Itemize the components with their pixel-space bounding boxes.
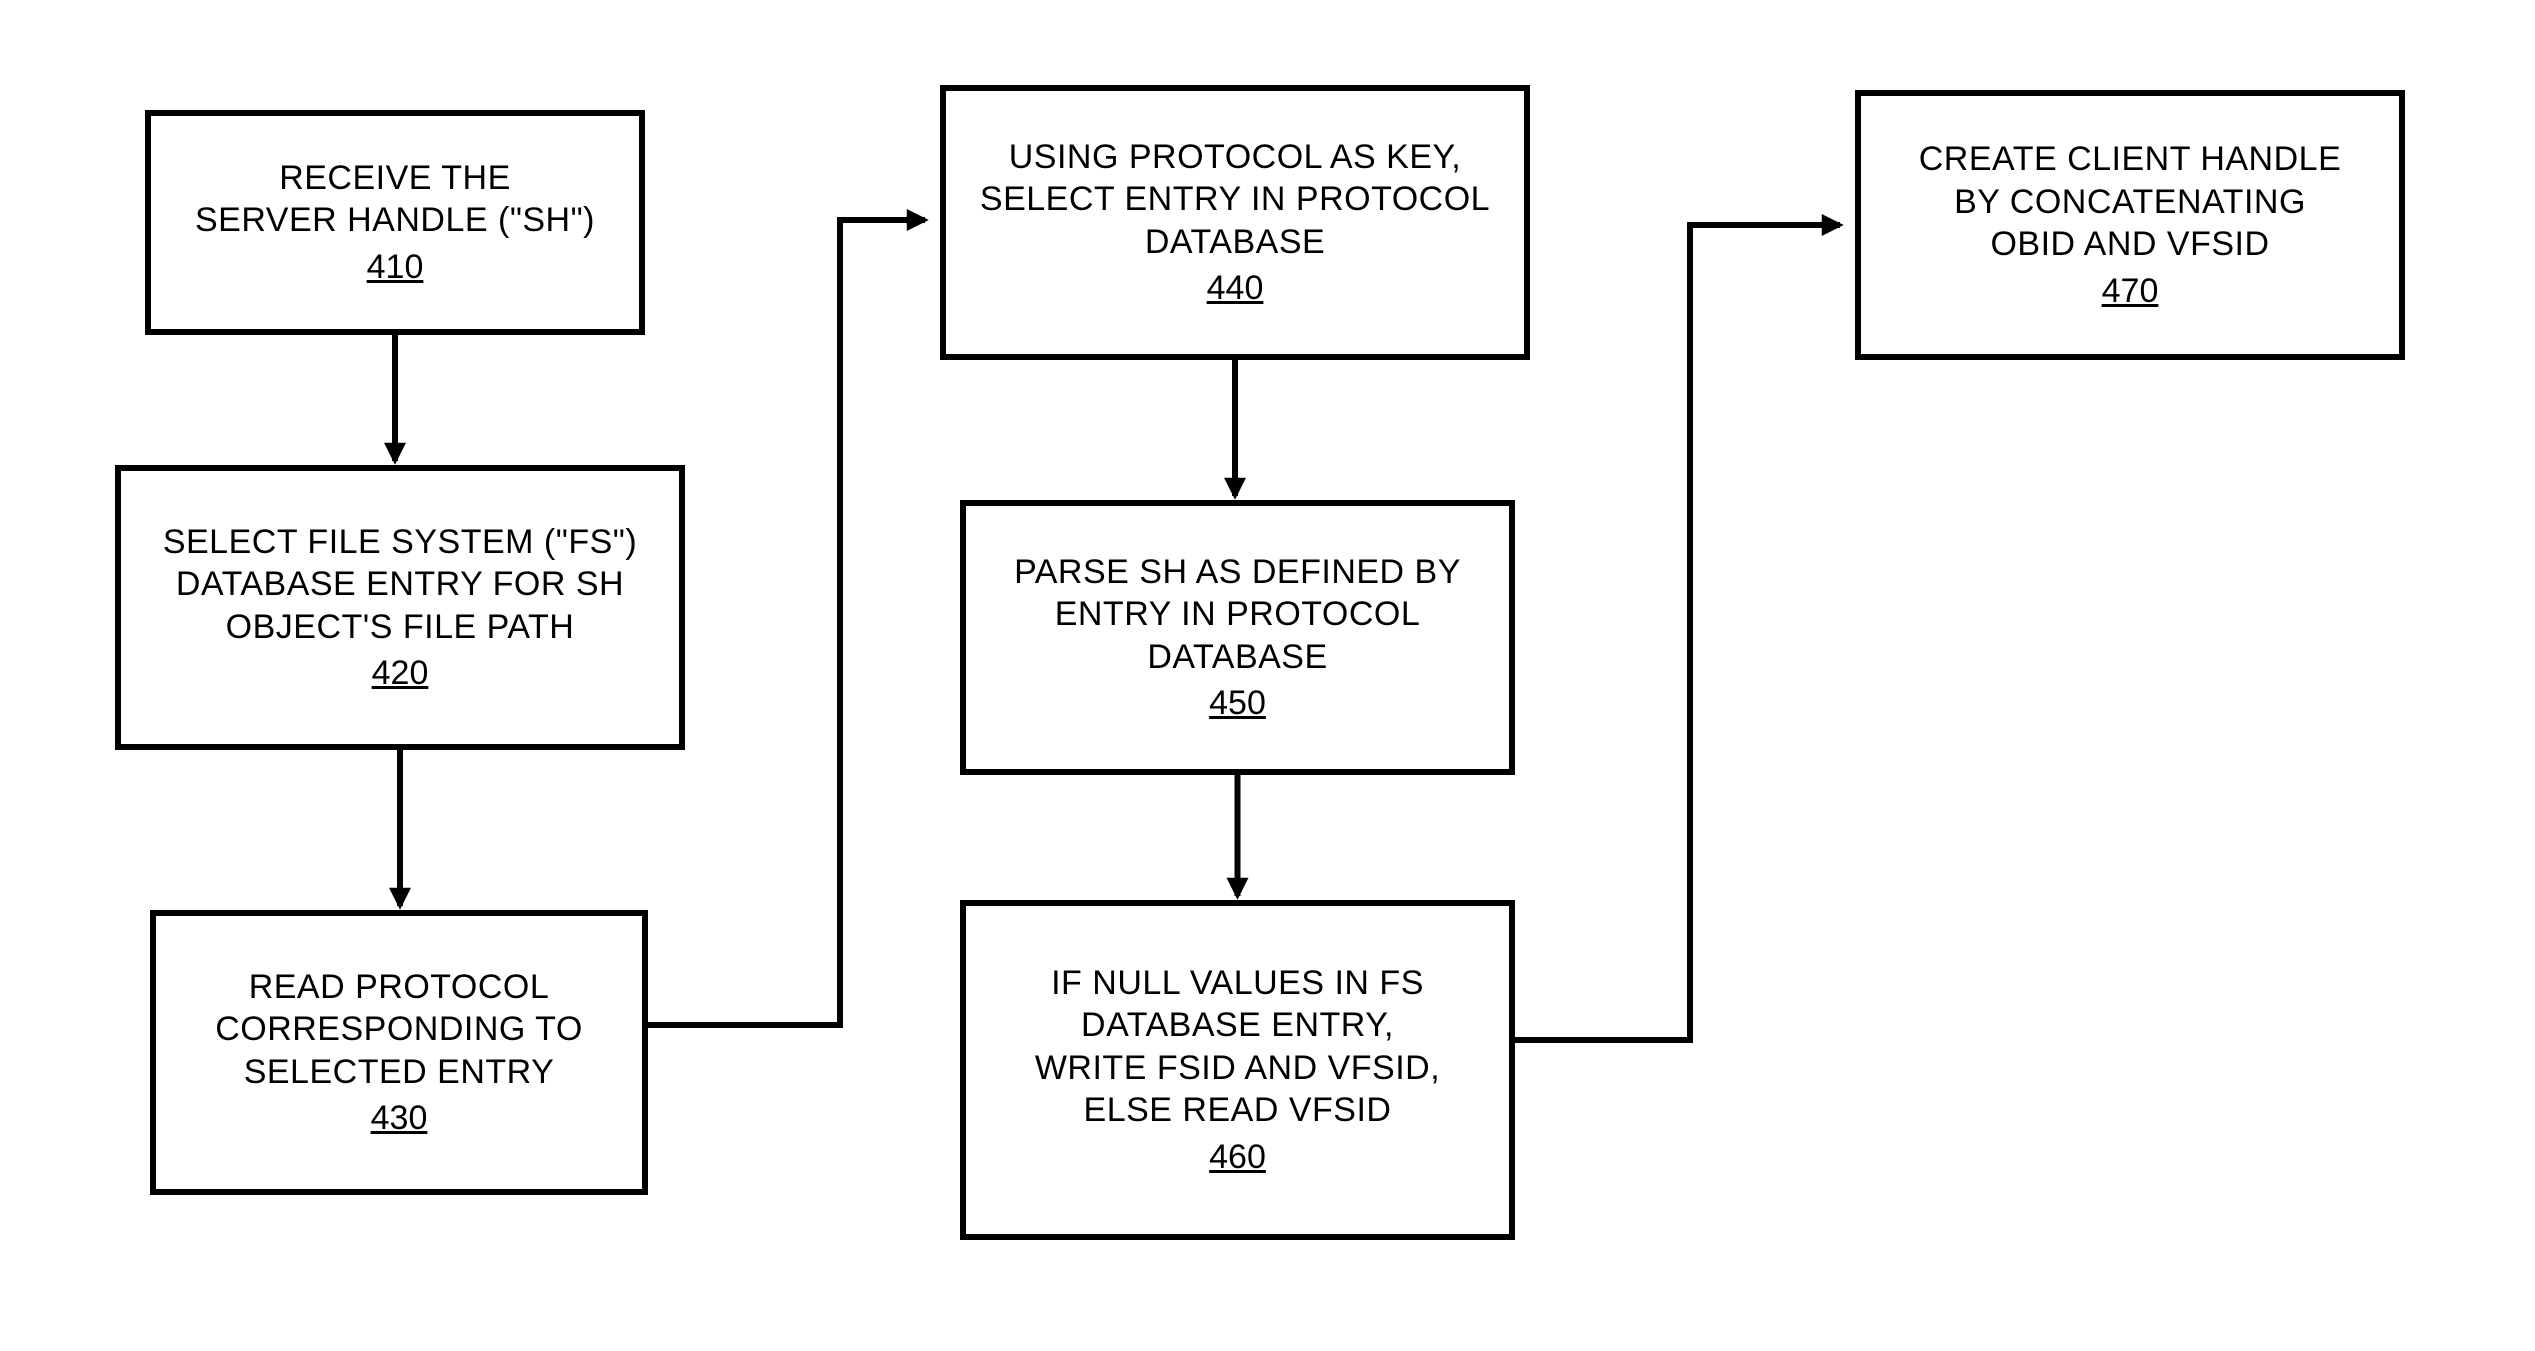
flow-node-text: PARSE SH AS DEFINED BYENTRY IN PROTOCOLD… xyxy=(1014,551,1461,679)
flow-node-470: CREATE CLIENT HANDLEBY CONCATENATINGOBID… xyxy=(1855,90,2405,360)
flow-node-ref: 450 xyxy=(1209,682,1266,725)
flow-node-text: CREATE CLIENT HANDLEBY CONCATENATINGOBID… xyxy=(1919,138,2342,266)
flow-node-ref: 430 xyxy=(371,1097,428,1140)
flow-node-text: SELECT FILE SYSTEM ("FS")DATABASE ENTRY … xyxy=(163,521,637,649)
flow-node-text: READ PROTOCOLCORRESPONDING TOSELECTED EN… xyxy=(215,966,583,1094)
flow-node-text: USING PROTOCOL AS KEY,SELECT ENTRY IN PR… xyxy=(980,136,1490,264)
flow-node-450: PARSE SH AS DEFINED BYENTRY IN PROTOCOLD… xyxy=(960,500,1515,775)
flow-node-420: SELECT FILE SYSTEM ("FS")DATABASE ENTRY … xyxy=(115,465,685,750)
flow-node-440: USING PROTOCOL AS KEY,SELECT ENTRY IN PR… xyxy=(940,85,1530,360)
flow-node-ref: 470 xyxy=(2102,270,2159,313)
flow-node-460: IF NULL VALUES IN FSDATABASE ENTRY,WRITE… xyxy=(960,900,1515,1240)
flow-node-text: IF NULL VALUES IN FSDATABASE ENTRY,WRITE… xyxy=(1035,962,1440,1132)
flow-node-text: RECEIVE THESERVER HANDLE ("SH") xyxy=(195,157,595,242)
flow-node-ref: 420 xyxy=(372,652,429,695)
flow-node-ref: 410 xyxy=(367,246,424,289)
flow-node-430: READ PROTOCOLCORRESPONDING TOSELECTED EN… xyxy=(150,910,648,1195)
flow-node-ref: 440 xyxy=(1207,267,1264,310)
flow-node-ref: 460 xyxy=(1209,1136,1266,1179)
flow-node-410: RECEIVE THESERVER HANDLE ("SH")410 xyxy=(145,110,645,335)
